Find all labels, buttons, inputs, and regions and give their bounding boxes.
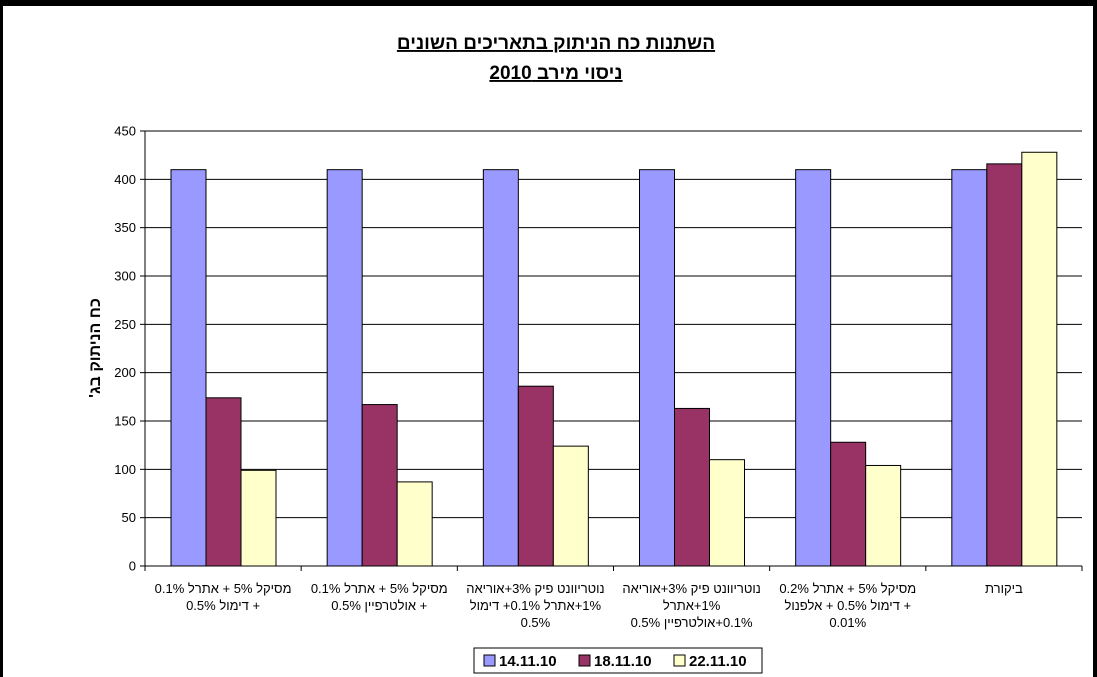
bar xyxy=(709,459,745,567)
y-axis-ticks: 0 50 100 150 200 250 300 350 400 450 xyxy=(114,124,145,574)
chart-title-line: ניסוי מירב 2010 xyxy=(489,63,622,84)
legend-label: 22.11.10 xyxy=(689,653,747,670)
gridlines xyxy=(145,130,1082,519)
x-category-label: + דימול 0.5% xyxy=(186,598,260,613)
y-tick-label: 250 xyxy=(114,317,136,332)
bar xyxy=(639,169,675,567)
legend-swatch xyxy=(483,654,496,667)
legend: 14.11.10 18.11.10 22.11.10 xyxy=(473,647,763,674)
y-axis-label: כח הניתוק בג' xyxy=(87,298,104,398)
bar xyxy=(517,385,554,567)
y-tick-label: 300 xyxy=(114,269,136,284)
x-category-label: נוטריוונט פיק 3%+אוריאה xyxy=(466,581,604,596)
x-category-label: 0.1%+אולטרפיין 0.5% xyxy=(631,615,753,630)
legend-box xyxy=(473,647,763,674)
y-tick-label: 100 xyxy=(114,462,136,477)
x-category-label: 0.01% xyxy=(829,615,866,630)
bar xyxy=(674,407,710,567)
x-category-label: מסיקל 5% + אתרל 0.1% xyxy=(311,581,448,596)
bar xyxy=(986,163,1023,567)
bar xyxy=(396,481,433,567)
x-category-label: מסיקל 5% + אתרל 0.2% xyxy=(779,581,916,596)
legend-label: 14.11.10 xyxy=(499,653,557,670)
axes xyxy=(144,131,1083,571)
y-tick-label: 350 xyxy=(114,220,136,235)
bar xyxy=(170,169,207,567)
bar xyxy=(482,169,519,567)
x-category-label: ביקורת xyxy=(985,581,1023,596)
x-category-label: + אולטרפיין 0.5% xyxy=(331,598,427,613)
bar xyxy=(205,397,242,567)
bar xyxy=(552,445,589,567)
x-category-label: מסיקל 5% + אתרל 0.1% xyxy=(155,581,292,596)
x-category-label: + דימול 0.5% + אלפנול xyxy=(784,598,911,613)
x-category-label: 1%+אתרל xyxy=(663,598,721,613)
x-category-label: נוטריוונט פיק 3%+אוריאה xyxy=(622,581,760,596)
y-tick-label: 200 xyxy=(114,365,136,380)
bar xyxy=(865,464,902,567)
bar xyxy=(830,441,867,567)
legend-label: 18.11.10 xyxy=(594,653,652,670)
bar xyxy=(326,169,363,567)
y-axis-title: כח הניתוק בג' xyxy=(87,298,104,398)
y-tick-label: 450 xyxy=(114,124,136,139)
x-axis-categories: מסיקל 5% + אתרל 0.1% + דימול 0.5% מסיקל 5%… xyxy=(155,581,1023,630)
bars xyxy=(170,151,1058,567)
bar xyxy=(951,169,988,567)
bar xyxy=(361,404,398,567)
chart-title-line: השתנות כח הניתוק בתאריכים השונים xyxy=(397,33,715,54)
y-tick-label: 400 xyxy=(114,172,136,187)
legend-swatch xyxy=(673,654,686,667)
y-tick-label: 150 xyxy=(114,414,136,429)
bar xyxy=(240,469,277,567)
chart-title: השתנות כח הניתוק בתאריכים השונים ניסוי מי… xyxy=(397,33,715,84)
bar xyxy=(1021,151,1058,567)
legend-swatch xyxy=(578,654,591,667)
y-tick-label: 0 xyxy=(129,559,136,574)
bar xyxy=(795,169,832,567)
x-category-label: 1%+אתרל 0.1%+ דימול xyxy=(470,598,602,613)
y-tick-label: 50 xyxy=(122,510,136,525)
x-category-label: 0.5% xyxy=(521,615,551,630)
